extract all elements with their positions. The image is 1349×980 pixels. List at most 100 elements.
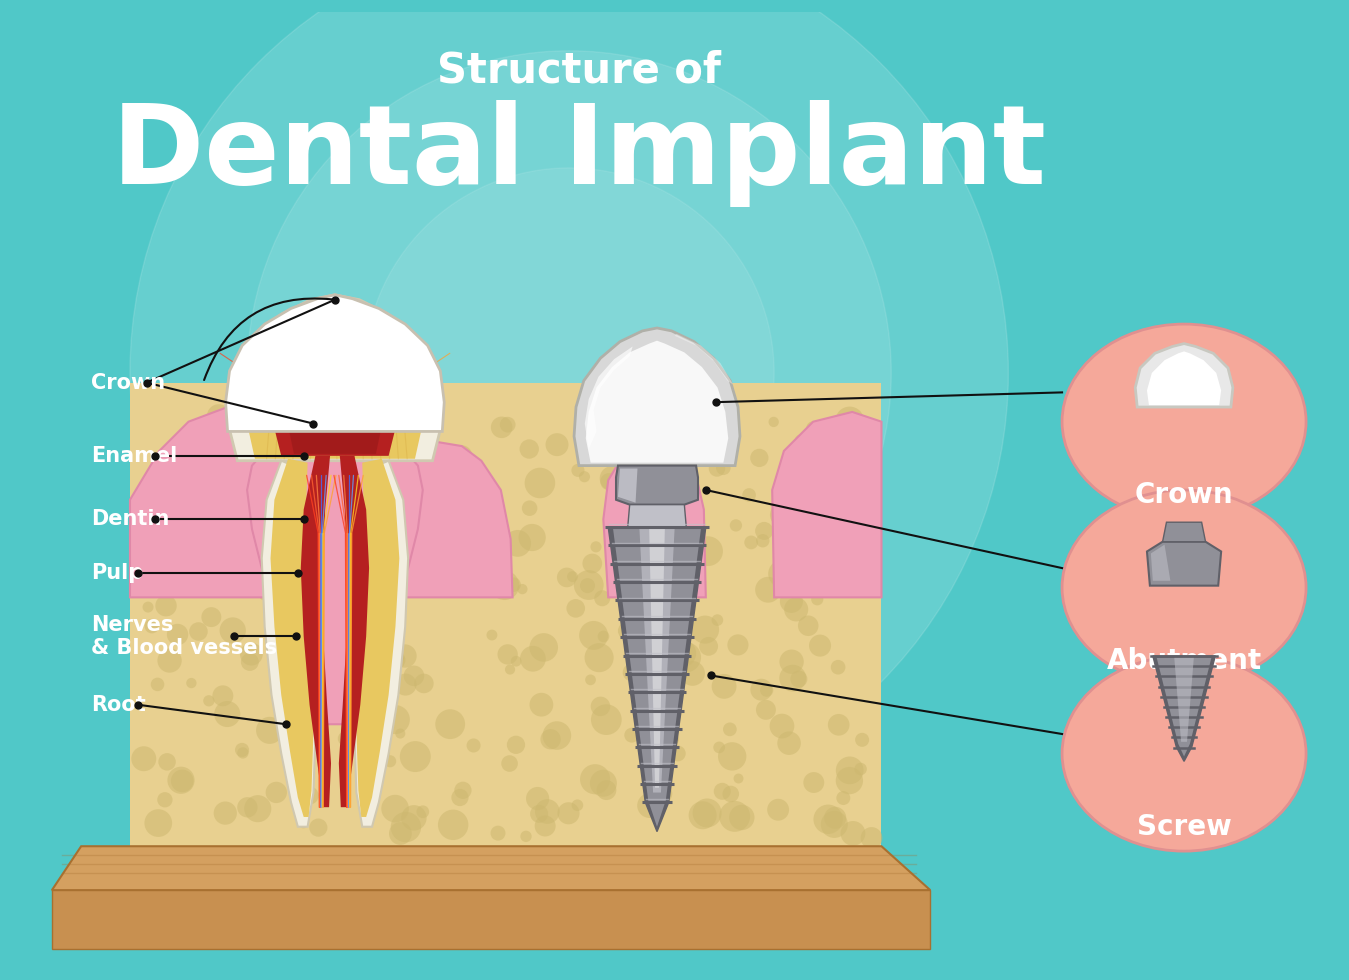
Circle shape: [780, 590, 803, 612]
Circle shape: [387, 651, 406, 669]
Circle shape: [580, 578, 595, 593]
Circle shape: [351, 432, 375, 457]
Circle shape: [290, 457, 301, 466]
Circle shape: [692, 799, 722, 827]
Circle shape: [389, 822, 411, 845]
Text: Crown: Crown: [1135, 481, 1233, 509]
Circle shape: [144, 618, 159, 633]
Circle shape: [769, 416, 778, 427]
Polygon shape: [339, 456, 370, 808]
Circle shape: [854, 453, 876, 474]
Circle shape: [631, 406, 658, 433]
Circle shape: [831, 660, 846, 674]
Circle shape: [395, 728, 405, 739]
Circle shape: [777, 731, 801, 755]
Text: Dentin: Dentin: [90, 510, 170, 529]
Polygon shape: [649, 529, 665, 788]
Circle shape: [500, 416, 515, 432]
Circle shape: [186, 459, 216, 487]
Circle shape: [201, 608, 221, 627]
Circle shape: [723, 786, 739, 803]
Circle shape: [567, 571, 577, 582]
Text: Crown: Crown: [90, 372, 165, 393]
Circle shape: [685, 561, 697, 572]
Circle shape: [488, 534, 513, 558]
Circle shape: [220, 617, 246, 644]
Circle shape: [642, 396, 673, 426]
Circle shape: [366, 716, 390, 741]
Circle shape: [333, 474, 352, 494]
Circle shape: [730, 519, 742, 531]
Circle shape: [491, 416, 513, 438]
Circle shape: [214, 442, 239, 466]
Circle shape: [584, 643, 614, 672]
Circle shape: [403, 665, 424, 686]
Circle shape: [464, 457, 478, 470]
Circle shape: [233, 521, 251, 539]
Circle shape: [822, 458, 844, 480]
Circle shape: [714, 783, 731, 800]
Polygon shape: [603, 444, 706, 598]
Circle shape: [158, 753, 175, 770]
Circle shape: [657, 706, 680, 729]
Circle shape: [244, 795, 271, 822]
Ellipse shape: [1062, 656, 1306, 851]
Polygon shape: [364, 441, 513, 598]
Circle shape: [614, 528, 635, 549]
Circle shape: [618, 622, 635, 640]
Circle shape: [299, 428, 316, 444]
Circle shape: [804, 545, 822, 563]
Circle shape: [344, 656, 355, 665]
Circle shape: [585, 674, 596, 685]
Circle shape: [809, 635, 831, 657]
Circle shape: [557, 803, 580, 824]
Circle shape: [699, 637, 718, 656]
Circle shape: [759, 683, 773, 697]
Circle shape: [390, 514, 411, 536]
Circle shape: [332, 588, 344, 600]
Polygon shape: [584, 347, 633, 449]
Circle shape: [768, 799, 789, 820]
Circle shape: [805, 421, 822, 437]
Text: Structure of: Structure of: [437, 49, 720, 91]
Circle shape: [583, 554, 602, 573]
Circle shape: [587, 441, 598, 452]
Circle shape: [828, 714, 850, 736]
Polygon shape: [618, 468, 638, 503]
Circle shape: [824, 807, 846, 829]
Circle shape: [399, 513, 429, 541]
Circle shape: [185, 441, 196, 452]
Circle shape: [541, 729, 561, 750]
Circle shape: [430, 456, 440, 466]
Circle shape: [309, 818, 328, 837]
Circle shape: [799, 501, 811, 514]
Circle shape: [791, 670, 807, 688]
Circle shape: [677, 433, 707, 462]
Circle shape: [306, 440, 320, 453]
Circle shape: [455, 782, 472, 799]
Circle shape: [861, 827, 882, 849]
Circle shape: [448, 450, 464, 465]
Circle shape: [151, 677, 165, 691]
Circle shape: [719, 801, 750, 832]
Circle shape: [220, 416, 231, 427]
Circle shape: [670, 746, 685, 761]
Circle shape: [407, 403, 424, 419]
Circle shape: [417, 806, 429, 818]
Circle shape: [591, 541, 602, 553]
Circle shape: [600, 466, 625, 491]
Circle shape: [309, 568, 335, 595]
Circle shape: [755, 534, 769, 548]
Circle shape: [344, 650, 357, 662]
Circle shape: [691, 615, 719, 644]
Circle shape: [557, 567, 576, 587]
Text: Dental Implant: Dental Implant: [112, 100, 1045, 207]
Circle shape: [444, 518, 467, 541]
Circle shape: [534, 815, 556, 837]
Circle shape: [382, 795, 409, 822]
Polygon shape: [674, 334, 733, 384]
Circle shape: [206, 404, 231, 427]
Circle shape: [577, 400, 590, 413]
Circle shape: [355, 531, 380, 557]
Circle shape: [820, 810, 849, 838]
